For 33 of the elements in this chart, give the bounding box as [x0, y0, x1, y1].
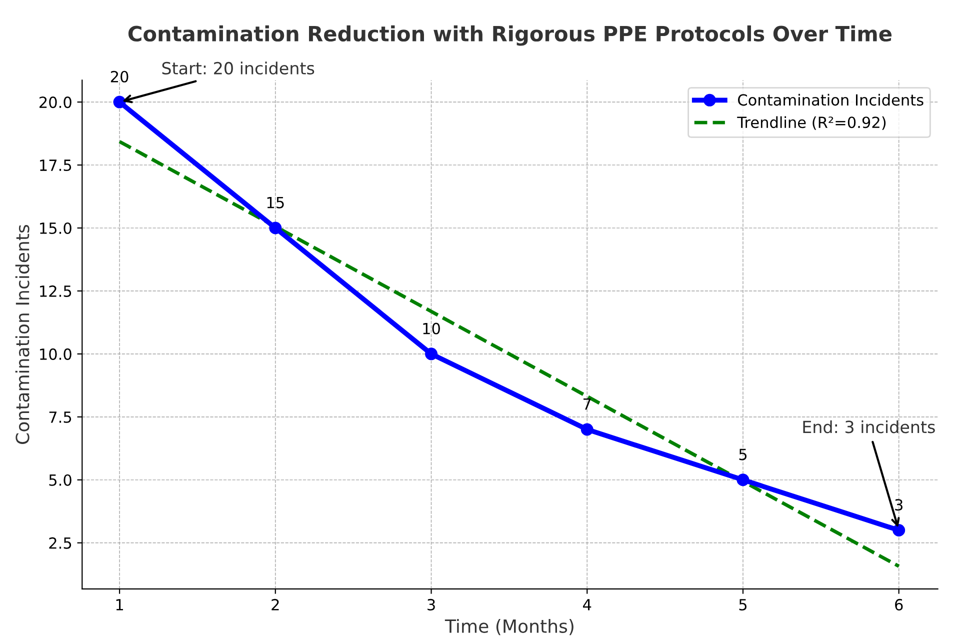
- data-label: 20: [110, 70, 128, 82]
- x-axis-title: Time (Months): [444, 619, 574, 636]
- y-axis-title: Contamination Incidents: [15, 224, 30, 444]
- annotation: Start: 20 incidents: [162, 62, 314, 75]
- y-tick-label: 12.5: [40, 285, 72, 297]
- data-label: 5: [739, 448, 747, 460]
- data-label: 15: [267, 197, 284, 208]
- x-tick-label: 6: [895, 598, 903, 610]
- point: [580, 423, 594, 436]
- y-tick-label: 7.5: [49, 412, 72, 423]
- point: [425, 348, 438, 360]
- y-tick-label: 15.0: [40, 222, 72, 234]
- annotation: End: 3 incidents: [803, 420, 935, 434]
- chart-title: Contamination Reduction with Rigorous PPE Protocols Over Time: [128, 25, 892, 46]
- x-tick-label: 5: [739, 599, 747, 610]
- point: [269, 222, 282, 234]
- data-label: 7: [584, 398, 591, 410]
- data-label: 10: [423, 322, 440, 334]
- legend-label: Trendline (R²=0.92): [737, 116, 886, 130]
- legend-label: Contamination Incidents: [738, 94, 924, 106]
- y-tick-label: 20.0: [40, 96, 72, 108]
- point: [113, 96, 126, 108]
- y-tick-label: 5.0: [49, 474, 72, 486]
- y-tick-label: 17.5: [40, 160, 72, 172]
- y-tick-label: 2.5: [49, 537, 72, 549]
- x-tick-label: 4: [583, 599, 592, 610]
- y-tick-label: 10.0: [40, 348, 72, 360]
- x-tick-label: 2: [272, 598, 279, 610]
- x-tick-label: 3: [428, 598, 435, 610]
- data-label: 3: [895, 499, 902, 511]
- point: [892, 524, 906, 536]
- point: [736, 474, 750, 486]
- x-tick-label: 1: [116, 599, 123, 610]
